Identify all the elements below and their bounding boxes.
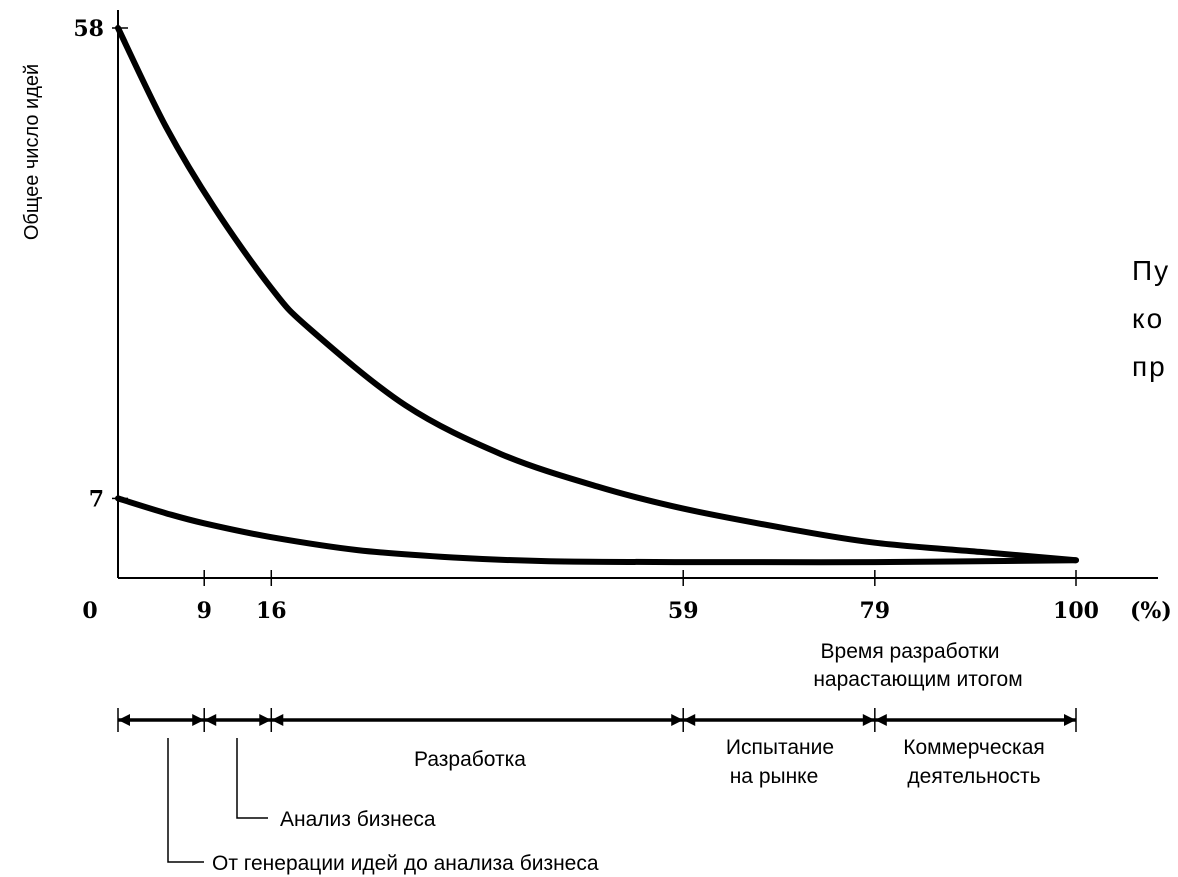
side-text-line3: пр <box>1132 351 1167 382</box>
x-tick-label: 16 <box>256 598 287 624</box>
series-line-2 <box>115 495 1079 566</box>
side-text-line2: ко <box>1132 303 1164 334</box>
y-axis-label: Общее число идей <box>21 64 43 240</box>
stage-label-market-test-line2: на рынке <box>730 765 819 788</box>
callout-line-generation <box>167 738 204 863</box>
stage-label-development: Разработка <box>414 748 526 771</box>
stage-label-commercial-line1: Коммерческая <box>903 736 1045 759</box>
x-tick-label: 59 <box>668 598 699 624</box>
side-text-line1: Пу <box>1132 255 1170 286</box>
callout-line-analysis <box>236 738 268 819</box>
x-tick-label: 9 <box>197 598 212 624</box>
x-tick-label: 79 <box>860 598 891 624</box>
callout-generation: От генерации идей до анализа бизнеса <box>212 852 599 875</box>
stage-arrow-5 <box>874 714 1076 726</box>
stage-arrow-3 <box>271 714 684 726</box>
stage-arrow-2 <box>204 714 272 726</box>
stage-arrow-4 <box>683 714 875 726</box>
stage-label-commercial-line2: деятельность <box>907 765 1040 788</box>
x-unit-label: (%) <box>1130 598 1172 624</box>
x-axis-label-line1: Время разработки <box>821 640 1000 663</box>
x-axis-label-line2: нарастающим итогом <box>813 668 1022 691</box>
x-tick-label: 100 <box>1053 598 1099 624</box>
y-tick-label: 7 <box>89 486 104 512</box>
stage-arrow-1 <box>118 714 205 726</box>
callout-analysis: Анализ бизнеса <box>280 808 436 831</box>
series-line-1 <box>115 25 1079 564</box>
y-tick-label: 58 <box>73 16 104 42</box>
y-ticks: 7 58 <box>73 16 128 512</box>
x-ticks: 0 9 16 59 79 100 <box>82 570 1099 624</box>
series-layer <box>115 25 1079 566</box>
stage-label-market-test-line1: Испытание <box>726 736 834 759</box>
stages-timeline <box>117 708 1077 732</box>
x-tick-label: 0 <box>82 598 97 624</box>
